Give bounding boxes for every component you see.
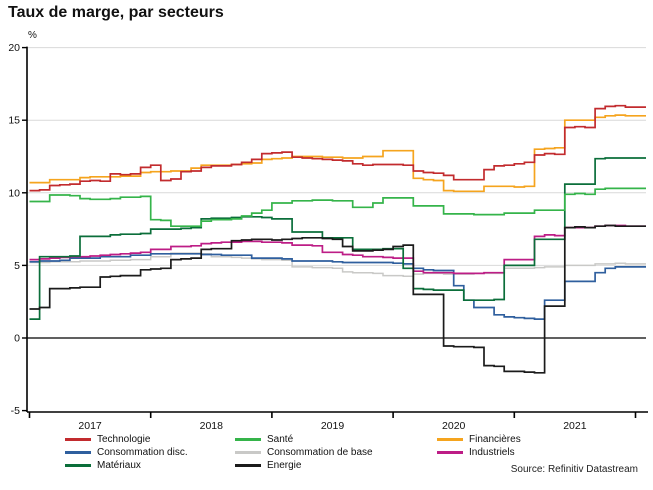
x-tick-label: 2019	[321, 420, 345, 432]
y-tick-label: -5	[11, 405, 20, 417]
legend-swatch	[65, 450, 91, 454]
x-tick-label: 2017	[78, 420, 102, 432]
legend-column-2: Santé Consommation de base Energie	[235, 433, 373, 472]
legend-swatch	[235, 437, 261, 441]
legend-label: Santé	[267, 433, 294, 445]
legend-swatch	[65, 463, 91, 467]
source-text: Source: Refinitiv Datastream	[510, 464, 638, 475]
legend-item-mat-riaux: Matériaux	[65, 459, 188, 471]
legend-item-financi-res: Financières	[437, 433, 521, 445]
legend-label: Consommation de base	[267, 446, 373, 458]
legend-swatch	[437, 437, 463, 441]
legend-label: Energie	[267, 459, 302, 471]
y-tick-label: 20	[8, 42, 20, 54]
y-axis-unit-label: %	[28, 30, 37, 41]
legend-swatch	[235, 463, 261, 467]
series-line-sant-	[29, 187, 646, 228]
series-line-mat-riaux	[29, 157, 646, 320]
legend-label: Matériaux	[97, 459, 141, 471]
series-line-consommation-de-base	[29, 252, 646, 278]
legend-column-1: Technologie Consommation disc. Matériaux	[65, 433, 188, 472]
legend-item-sant-: Santé	[235, 433, 373, 445]
x-tick-label: 2020	[442, 420, 466, 432]
legend-item-energie: Energie	[235, 459, 373, 471]
legend-label: Industriels	[469, 446, 515, 458]
legend-item-industriels: Industriels	[437, 446, 521, 458]
series-line-consommation-disc-	[29, 252, 646, 320]
x-tick-label: 2021	[563, 420, 587, 432]
legend-item-consommation-disc-: Consommation disc.	[65, 446, 188, 458]
legend-label: Consommation disc.	[97, 446, 188, 458]
legend-label: Financières	[469, 433, 521, 445]
legend-label: Technologie	[97, 433, 151, 445]
series-line-technologie	[29, 104, 646, 192]
legend-item-consommation-de-base: Consommation de base	[235, 446, 373, 458]
y-tick-label: 5	[14, 260, 20, 272]
legend-item-technologie: Technologie	[65, 433, 188, 445]
y-tick-label: 0	[14, 333, 20, 345]
series-line-energie	[29, 224, 646, 374]
legend-swatch	[235, 450, 261, 454]
y-tick-label: 10	[8, 187, 20, 199]
legend-swatch	[65, 437, 91, 441]
legend-swatch	[437, 450, 463, 454]
legend-column-3: Financières Industriels	[437, 433, 521, 459]
x-tick-label: 2018	[200, 420, 224, 432]
y-tick-label: 15	[8, 115, 20, 127]
chart-legend: Technologie Consommation disc. Matériaux Sa…	[0, 433, 653, 473]
chart-title: Taux de marge, par secteurs	[8, 4, 224, 21]
